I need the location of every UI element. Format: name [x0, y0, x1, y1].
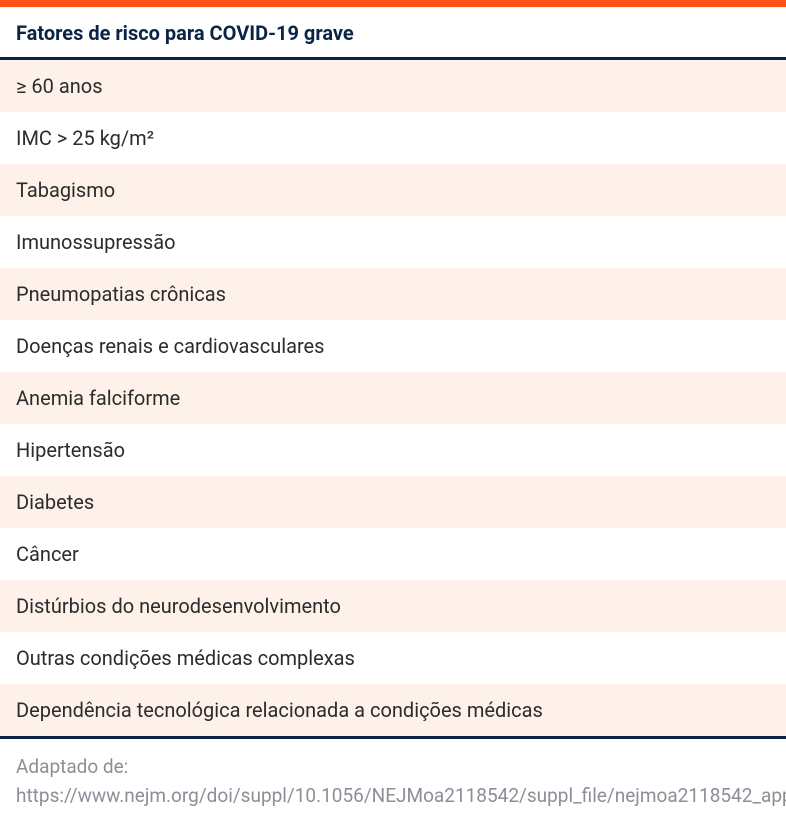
- table-body: ≥ 60 anosIMC > 25 kg/m²TabagismoImunossu…: [0, 60, 786, 736]
- table-row: Imunossupressão: [0, 216, 786, 268]
- table-row: Tabagismo: [0, 164, 786, 216]
- table-row: ≥ 60 anos: [0, 60, 786, 112]
- table-row: Anemia falciforme: [0, 372, 786, 424]
- table-header: Fatores de risco para COVID-19 grave: [0, 7, 786, 60]
- top-accent-bar: [0, 0, 786, 7]
- table-row: Hipertensão: [0, 424, 786, 476]
- table-row: Pneumopatias crônicas: [0, 268, 786, 320]
- source-citation: Adaptado de: https://www.nejm.org/doi/su…: [0, 739, 786, 830]
- table-row: Diabetes: [0, 476, 786, 528]
- table-row: Dependência tecnológica relacionada a co…: [0, 684, 786, 736]
- table-row: Outras condições médicas complexas: [0, 632, 786, 684]
- table-row: Câncer: [0, 528, 786, 580]
- table-row: Distúrbios do neurodesenvolvimento: [0, 580, 786, 632]
- table-row: Doenças renais e cardiovasculares: [0, 320, 786, 372]
- table-row: IMC > 25 kg/m²: [0, 112, 786, 164]
